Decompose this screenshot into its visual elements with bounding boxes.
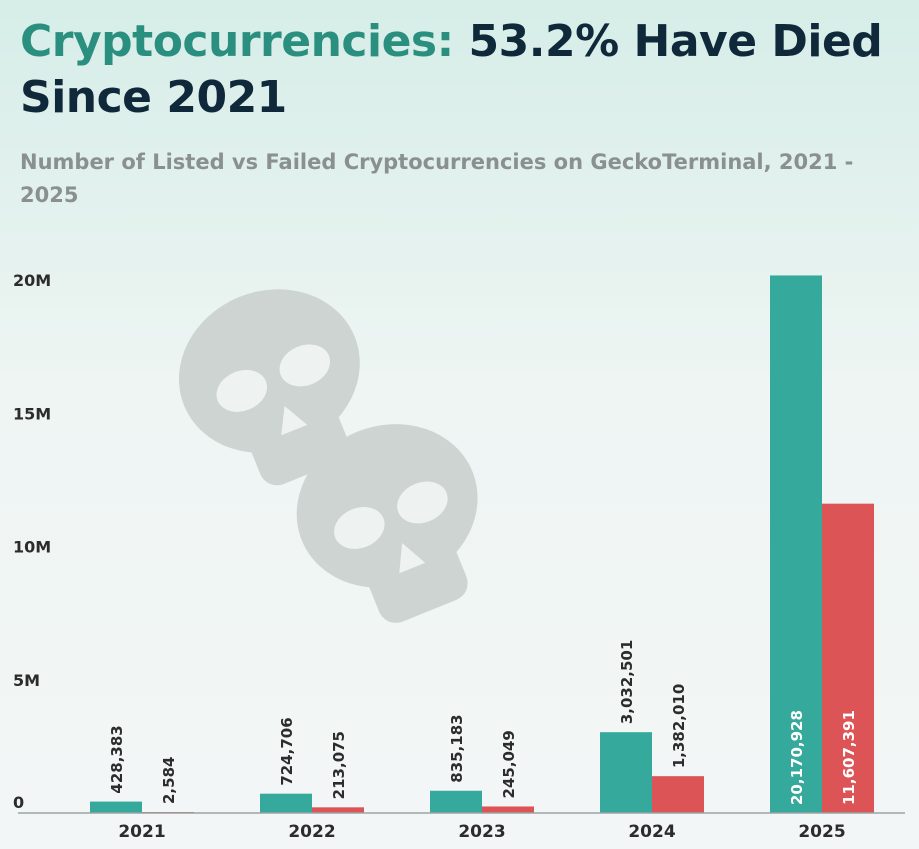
data-label-listed-2022: 724,706 [278, 717, 296, 785]
x-tick-label-2021: 2021 [118, 822, 165, 842]
chart-title-accent: Cryptocurrencies: [20, 16, 454, 67]
bar-failed-2024 [652, 776, 704, 813]
data-label-failed-2023: 245,049 [500, 730, 518, 798]
data-label-failed-2022: 213,075 [330, 731, 348, 799]
skull-front-icon [296, 424, 478, 623]
bar-listed-2023 [430, 790, 482, 813]
y-tick-label: 10M [13, 538, 51, 557]
y-tick-label: 0 [13, 793, 24, 812]
y-axis: 0 5M 10M 15M 20M [13, 271, 51, 812]
bar-failed-2023 [482, 806, 534, 813]
y-tick-label: 5M [13, 671, 40, 690]
x-axis: 2021 2022 2023 2024 2025 [118, 822, 845, 842]
bar-listed-2024 [600, 732, 652, 813]
bar-listed-2021 [90, 801, 142, 813]
data-label-listed-2024: 3,032,501 [618, 640, 636, 724]
data-label-listed-2023: 835,183 [448, 714, 466, 782]
data-labels: 428,383 2,584 724,706 213,075 835,183 245,049… [108, 640, 858, 805]
x-tick-label-2022: 2022 [288, 822, 335, 842]
data-label-listed-2025: 20,170,928 [788, 710, 806, 805]
data-label-failed-2021: 2,584 [160, 757, 178, 804]
y-tick-label: 15M [13, 404, 51, 423]
bar-failed-2022 [312, 807, 364, 813]
bar-listed-2025 [770, 275, 822, 813]
skull-watermark-icon [178, 289, 478, 623]
bars-group [90, 275, 874, 813]
data-label-listed-2021: 428,383 [108, 725, 126, 793]
x-tick-label-2023: 2023 [458, 822, 505, 842]
x-tick-label-2025: 2025 [798, 822, 845, 842]
chart-subtitle: Number of Listed vs Failed Cryptocurrenc… [20, 150, 854, 207]
chart-title: Cryptocurrencies: 53.2% Have Died Since … [20, 14, 910, 126]
data-label-failed-2024: 1,382,010 [670, 684, 688, 768]
x-tick-label-2024: 2024 [628, 822, 675, 842]
bar-failed-2025 [822, 503, 874, 813]
y-tick-label: 20M [13, 271, 51, 290]
chart-title-rest: 53.2% Have Died Since 2021 [20, 16, 883, 123]
data-label-failed-2025: 11,607,391 [840, 710, 858, 805]
bar-listed-2022 [260, 793, 312, 813]
